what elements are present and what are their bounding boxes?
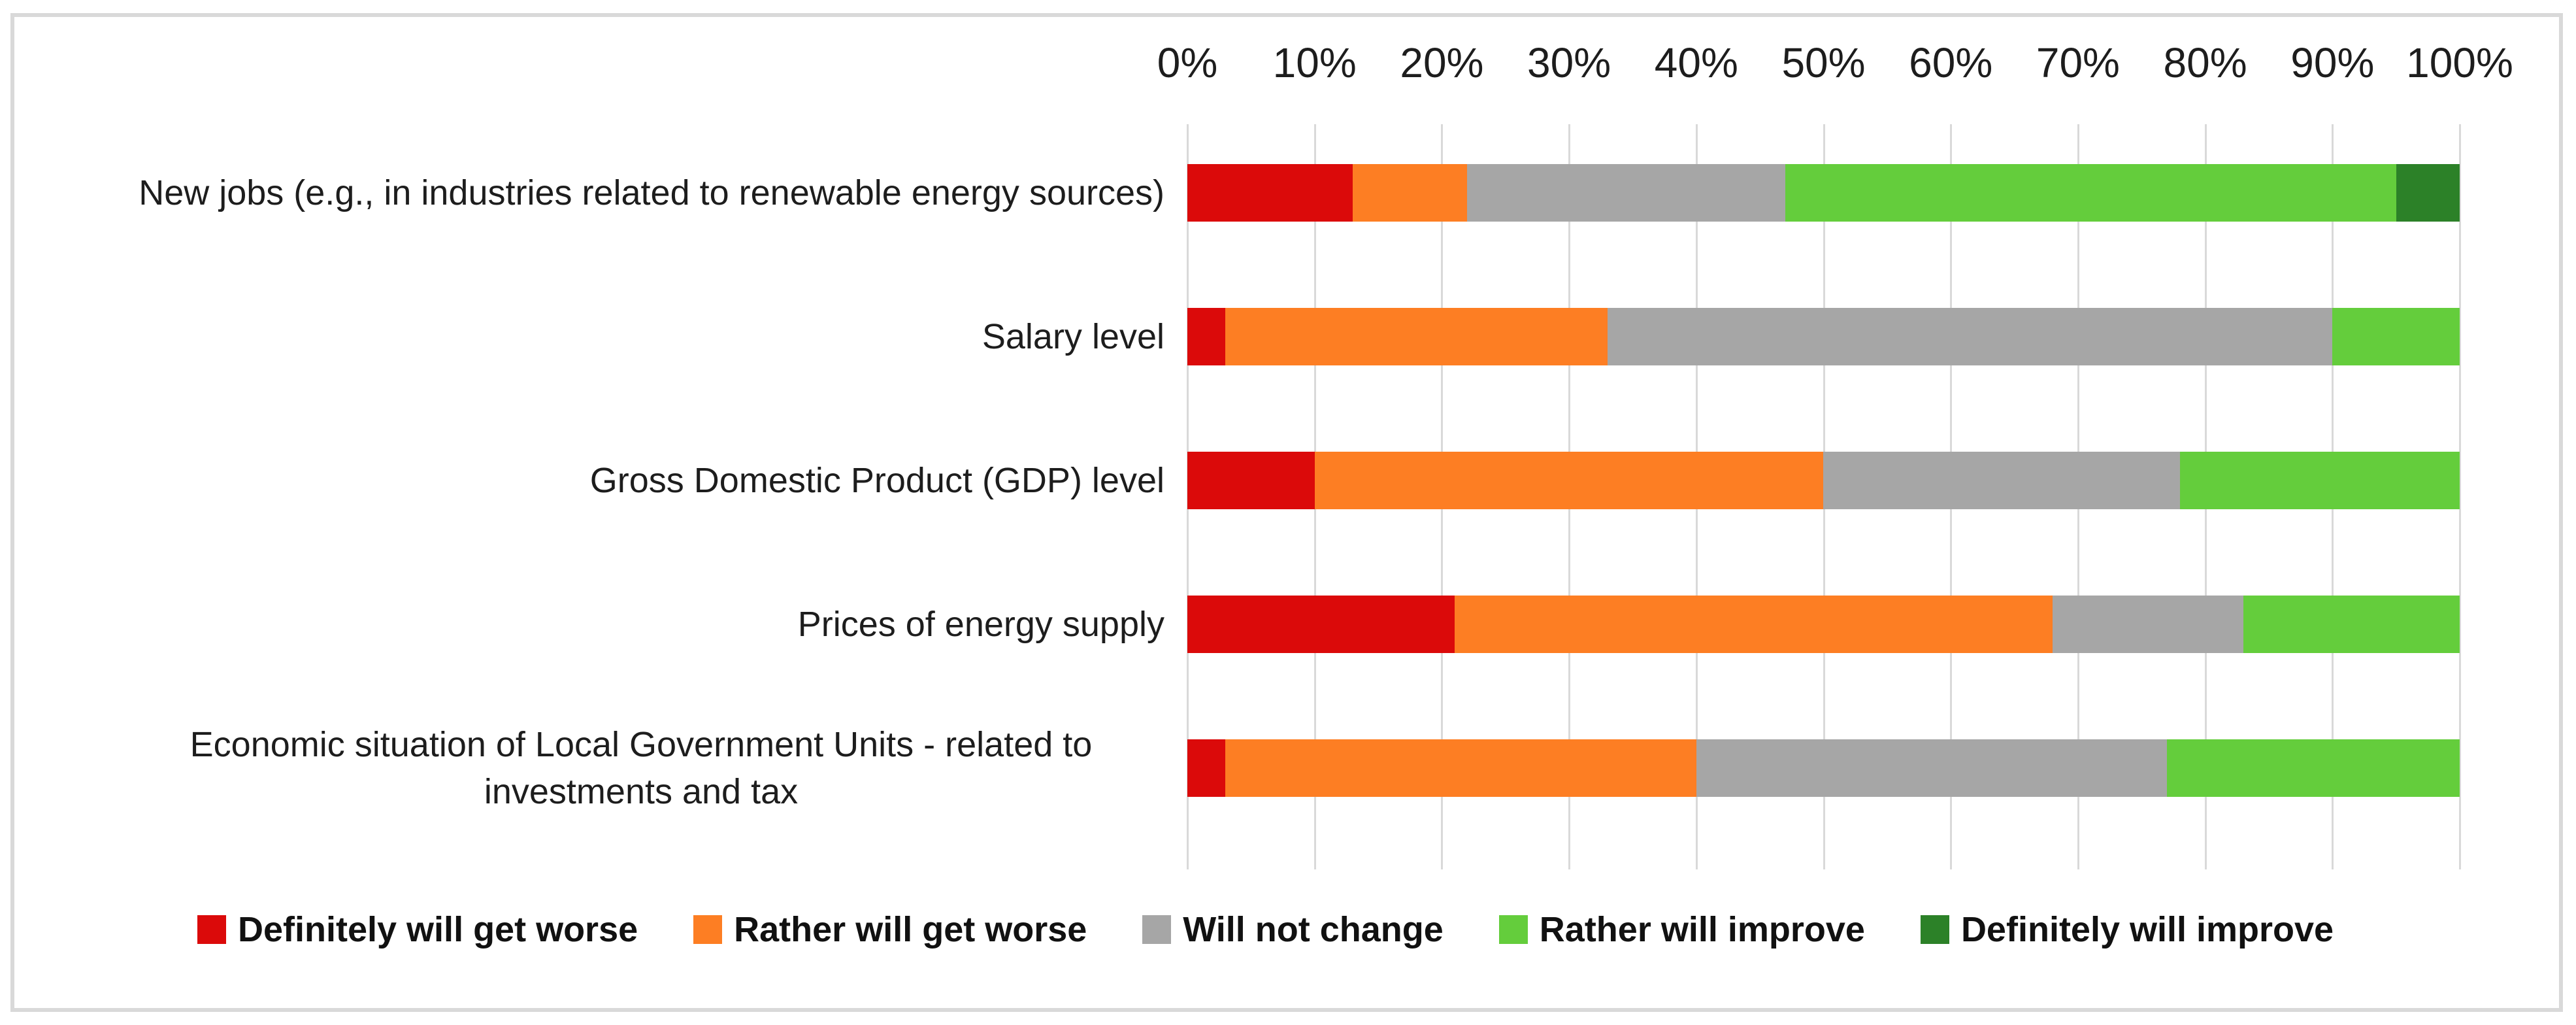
plot-area — [1187, 124, 2461, 869]
bar-segment — [1353, 164, 1468, 222]
bar-segment — [2179, 452, 2460, 509]
bar-segment — [1314, 452, 1824, 509]
bar-segment — [1187, 308, 1226, 365]
legend-label: Rather will improve — [1539, 910, 1865, 949]
category-label: Economic situation of Local Government U… — [190, 725, 1093, 811]
legend-label: Rather will get worse — [734, 910, 1087, 949]
axis-tick-label: 20% — [1400, 39, 1484, 86]
bar-segment — [1696, 739, 2168, 797]
legend-swatch — [1142, 915, 1172, 944]
bar-segment — [2167, 739, 2460, 797]
bar-row — [1187, 739, 2460, 797]
bar-segment — [1823, 452, 2180, 509]
bar-segment — [1785, 164, 2396, 222]
bar-segment — [1225, 739, 1696, 797]
legend-label: Definitely will get worse — [238, 910, 638, 949]
legend-item: Definitely will get worse — [197, 909, 638, 950]
gridline — [2459, 124, 2461, 869]
category-label: New jobs (e.g., in industries related to… — [139, 173, 1164, 212]
bar-segment — [2332, 308, 2460, 365]
legend-swatch — [1920, 915, 1949, 944]
axis-tick-label: 100% — [2406, 39, 2513, 86]
axis-tick-label: 80% — [2163, 39, 2247, 86]
legend-swatch — [693, 915, 723, 944]
legend-item: Rather will get worse — [693, 909, 1087, 950]
axis-tick-label: 90% — [2290, 39, 2375, 86]
legend-item: Rather will improve — [1498, 909, 1865, 950]
bar-segment — [1454, 596, 2053, 653]
legend-item: Will not change — [1142, 909, 1444, 950]
axis-tick-label: 40% — [1654, 39, 1738, 86]
category-label: Prices of energy supply — [797, 605, 1164, 644]
legend-item: Definitely will improve — [1920, 909, 2334, 950]
category-label: Salary level — [982, 317, 1164, 356]
x-axis: 0% 10% 20% 30% 40% 50% 60% 70% 80% 90% 100% — [1157, 37, 2513, 89]
axis-tick-label: 60% — [1909, 39, 1993, 86]
bar-row — [1187, 596, 2460, 653]
bar-segment — [2052, 596, 2243, 653]
bar-segment — [2243, 596, 2460, 653]
bar-row — [1187, 308, 2460, 365]
bar-segment — [1467, 164, 1786, 222]
bar-segment — [1607, 308, 2333, 365]
axis-tick-label: 30% — [1527, 39, 1611, 86]
legend-swatch — [197, 915, 226, 944]
legend-label: Definitely will improve — [1960, 910, 2334, 949]
category-label: Gross Domestic Product (GDP) level — [589, 461, 1164, 500]
axis-tick-label: 50% — [1781, 39, 1866, 86]
axis-tick-label: 0% — [1157, 39, 1218, 86]
bar-segment — [1187, 452, 1315, 509]
bar-row — [1187, 452, 2460, 509]
bar-segment — [1225, 308, 1608, 365]
legend-label: Will not change — [1183, 910, 1444, 949]
bar-row — [1187, 164, 2460, 222]
axis-tick-label: 70% — [2036, 39, 2120, 86]
bar-segment — [1187, 739, 1226, 797]
bar-segment — [1187, 164, 1353, 222]
bar-segment — [2396, 164, 2460, 222]
legend: Definitely will get worse Rather will get… — [197, 909, 2334, 950]
bar-segment — [1187, 596, 1455, 653]
axis-tick-label: 10% — [1272, 39, 1357, 86]
legend-swatch — [1498, 915, 1528, 944]
